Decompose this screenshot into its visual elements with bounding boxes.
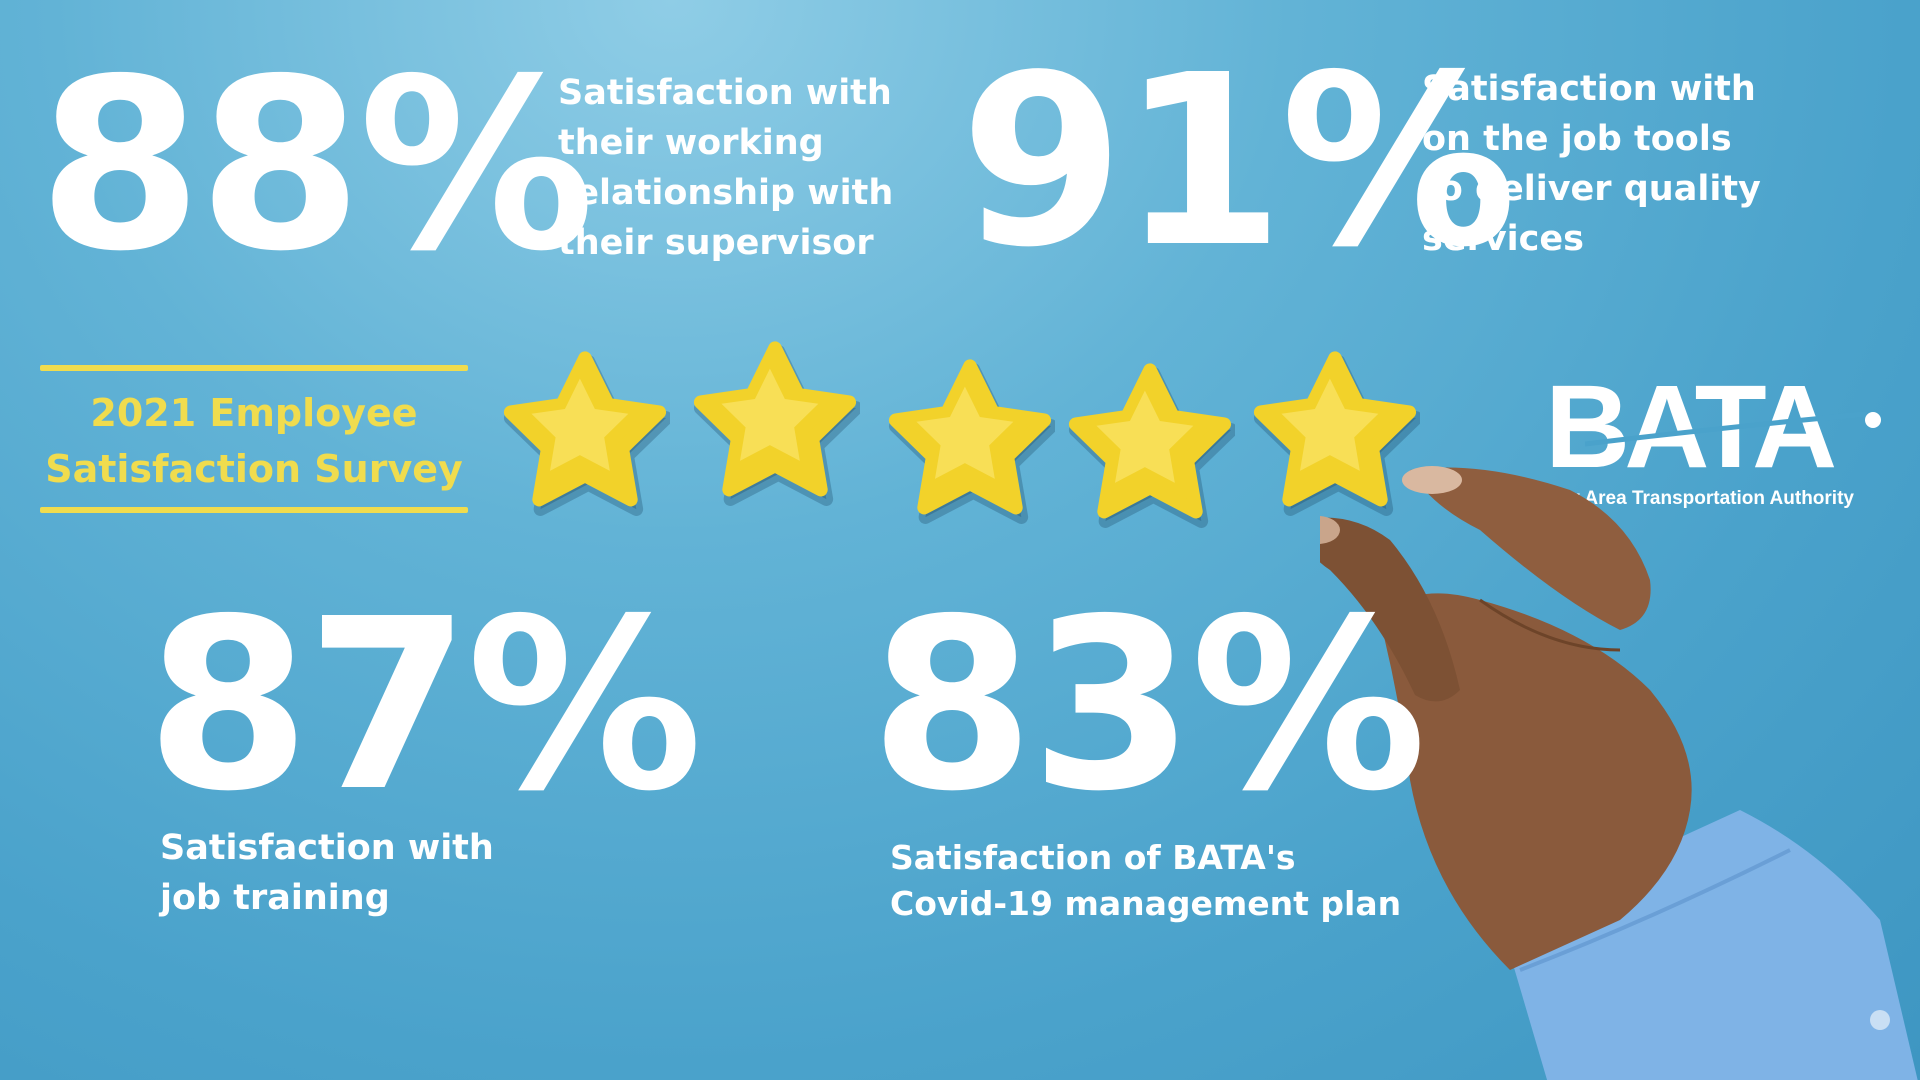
star-icon xyxy=(1068,363,1235,528)
title-rule-bottom xyxy=(40,507,468,513)
logo-tagline: Bay Area Transportation Authority xyxy=(1545,488,1854,509)
stat-supervisor-label: Satisfaction with their working relation… xyxy=(558,73,894,263)
stat-training-value: 87% xyxy=(146,568,703,843)
star-icon xyxy=(503,351,670,516)
logo-swoosh xyxy=(1585,411,1868,447)
survey-title: 2021 Employee Satisfaction Survey xyxy=(40,365,468,513)
stat-supervisor-value: 88% xyxy=(38,28,595,303)
stat-training-label: Satisfaction with job training xyxy=(160,828,494,918)
title-rule-top xyxy=(40,365,468,371)
stat-covid-label: Satisfaction of BATA's Covid-19 manageme… xyxy=(890,838,1402,923)
logo-dot xyxy=(1865,412,1881,428)
stat-covid-value: 83% xyxy=(870,568,1427,843)
stat-tools-label: Satisfaction with on the job tools to de… xyxy=(1422,69,1761,259)
star-icon xyxy=(888,359,1055,524)
bata-logo: BATA Bay Area Transportation Authority xyxy=(1545,361,1881,518)
hand-image xyxy=(1320,466,1918,1080)
stat-tools-value: 91% xyxy=(960,24,1517,299)
star-rating xyxy=(500,338,1420,528)
star-icon xyxy=(1253,351,1420,516)
star-icon xyxy=(693,341,860,506)
logo-wordmark: BATA xyxy=(1545,361,1837,493)
